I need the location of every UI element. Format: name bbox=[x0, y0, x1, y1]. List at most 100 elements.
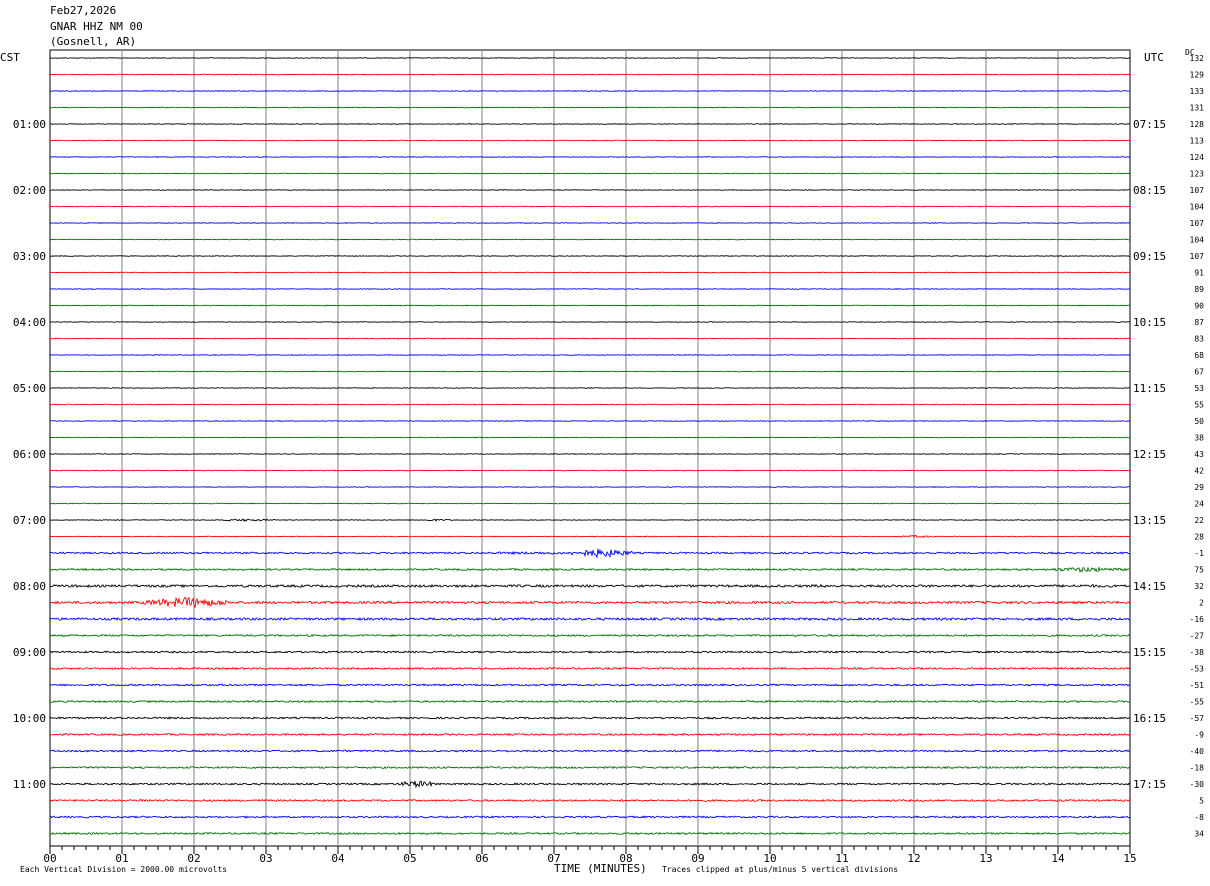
seismic-trace bbox=[49, 222, 1131, 224]
x-tick-label: 06 bbox=[475, 852, 488, 865]
dc-offset-value: -55 bbox=[1190, 698, 1205, 707]
x-tick-label: 13 bbox=[979, 852, 992, 865]
seismic-trace bbox=[49, 370, 1131, 373]
seismic-trace bbox=[49, 566, 1130, 573]
seismic-trace bbox=[49, 616, 1131, 622]
date-label: Feb27,2026 bbox=[50, 4, 117, 17]
seismic-trace bbox=[49, 469, 1131, 472]
seismic-trace bbox=[49, 633, 1131, 638]
seismic-trace bbox=[49, 699, 1131, 704]
seismic-trace bbox=[49, 666, 1131, 671]
cst-hour-label: 08:00 bbox=[13, 580, 46, 593]
right-timezone-label: UTC bbox=[1144, 51, 1164, 64]
dc-offset-value: 55 bbox=[1194, 401, 1204, 410]
utc-hour-label: 13:15 bbox=[1133, 514, 1166, 527]
utc-hour-label: 16:15 bbox=[1133, 712, 1166, 725]
dc-offset-value: 50 bbox=[1194, 417, 1204, 426]
seismic-trace bbox=[49, 106, 1131, 109]
dc-offset-value: 68 bbox=[1194, 351, 1204, 360]
seismic-trace bbox=[49, 583, 1131, 589]
seismic-trace bbox=[49, 271, 1131, 274]
dc-offset-value: -30 bbox=[1190, 780, 1205, 789]
dc-offset-value: 129 bbox=[1190, 71, 1205, 80]
utc-hour-label: 17:15 bbox=[1133, 778, 1166, 791]
x-tick-label: 07 bbox=[547, 852, 560, 865]
dc-offset-value: 42 bbox=[1194, 467, 1204, 476]
location-label: (Gosnell, AR) bbox=[50, 35, 137, 48]
cst-hour-label: 07:00 bbox=[13, 514, 46, 527]
dc-offset-value: 89 bbox=[1194, 285, 1204, 294]
cst-hour-label: 11:00 bbox=[13, 778, 46, 791]
seismic-trace bbox=[49, 337, 1131, 340]
dc-offset-value: 38 bbox=[1194, 434, 1204, 443]
dc-offset-value: 107 bbox=[1190, 219, 1205, 228]
seismic-trace bbox=[49, 123, 1131, 125]
x-tick-label: 02 bbox=[187, 852, 200, 865]
seismic-trace bbox=[49, 436, 1130, 439]
dc-offset-value: 29 bbox=[1194, 483, 1204, 492]
utc-hour-label: 12:15 bbox=[1133, 448, 1166, 461]
dc-offset-value: -18 bbox=[1190, 764, 1205, 773]
seismic-trace bbox=[49, 815, 1131, 819]
dc-offset-value: 22 bbox=[1194, 516, 1204, 525]
seismic-trace bbox=[50, 255, 1131, 257]
dc-offset-value: -40 bbox=[1190, 747, 1205, 756]
x-axis-title: TIME (MINUTES) bbox=[554, 862, 647, 875]
dc-offset-value: 83 bbox=[1194, 335, 1204, 344]
x-tick-label: 03 bbox=[259, 852, 272, 865]
dc-offset-value: 124 bbox=[1190, 153, 1205, 162]
time-grid bbox=[49, 49, 1131, 847]
seismic-trace bbox=[49, 172, 1131, 175]
cst-hour-label: 06:00 bbox=[13, 448, 46, 461]
x-axis: 01:00 02:00 03:00 04:00 05:00 06:00 07:00 08:00… bbox=[13, 118, 1166, 865]
seismic-trace bbox=[49, 304, 1131, 307]
dc-offset-value: 113 bbox=[1190, 137, 1205, 146]
seismic-trace bbox=[49, 749, 1131, 753]
seismic-trace bbox=[49, 288, 1131, 290]
cst-hour-label: 04:00 bbox=[13, 316, 46, 329]
seismic-trace bbox=[49, 189, 1130, 191]
dc-offset-value: 128 bbox=[1190, 120, 1205, 129]
seismic-trace bbox=[49, 534, 1130, 538]
dc-offset-value: 107 bbox=[1190, 252, 1205, 261]
dc-offset-value: -16 bbox=[1190, 615, 1205, 624]
seismic-trace bbox=[49, 732, 1131, 737]
seismic-trace bbox=[49, 73, 1131, 76]
dc-offset-value: 43 bbox=[1194, 450, 1204, 459]
seismic-trace bbox=[49, 650, 1131, 654]
utc-hour-label: 10:15 bbox=[1133, 316, 1166, 329]
x-tick-label: 04 bbox=[331, 852, 345, 865]
seismic-trace bbox=[49, 453, 1131, 455]
utc-hour-label: 15:15 bbox=[1133, 646, 1166, 659]
trace-group bbox=[49, 57, 1131, 836]
dc-offset-value: -9 bbox=[1194, 731, 1204, 740]
dc-offset-value: 32 bbox=[1194, 582, 1204, 591]
x-tick-label: 11 bbox=[835, 852, 848, 865]
seismic-trace bbox=[50, 518, 1131, 522]
dc-offset-value: 53 bbox=[1194, 384, 1204, 393]
left-timezone-label: CST bbox=[0, 51, 20, 64]
x-tick-label: 15 bbox=[1123, 852, 1136, 865]
seismic-trace bbox=[49, 596, 1131, 609]
utc-hour-label: 09:15 bbox=[1133, 250, 1166, 263]
dc-offset-value: 91 bbox=[1194, 269, 1204, 278]
seismic-trace bbox=[49, 156, 1131, 158]
dc-offset-value: 104 bbox=[1190, 203, 1205, 212]
x-tick-label: 10 bbox=[763, 852, 776, 865]
seismic-trace bbox=[49, 90, 1130, 92]
seismic-trace bbox=[49, 502, 1131, 505]
cst-hour-label: 09:00 bbox=[13, 646, 46, 659]
seismic-trace bbox=[49, 548, 1130, 559]
utc-hour-label: 14:15 bbox=[1133, 580, 1166, 593]
dc-offset-value: 24 bbox=[1194, 500, 1204, 509]
seismic-trace bbox=[50, 205, 1131, 208]
dc-column-header: DC bbox=[1185, 48, 1195, 57]
x-tick-label: 01 bbox=[115, 852, 128, 865]
x-tick-label: 14 bbox=[1051, 852, 1065, 865]
clip-note: Traces clipped at plus/minus 5 vertical … bbox=[662, 865, 899, 874]
dc-offset-value: -57 bbox=[1190, 714, 1205, 723]
dc-offset-value: 90 bbox=[1194, 302, 1204, 311]
x-tick-label: 12 bbox=[907, 852, 920, 865]
seismic-trace bbox=[49, 716, 1131, 720]
